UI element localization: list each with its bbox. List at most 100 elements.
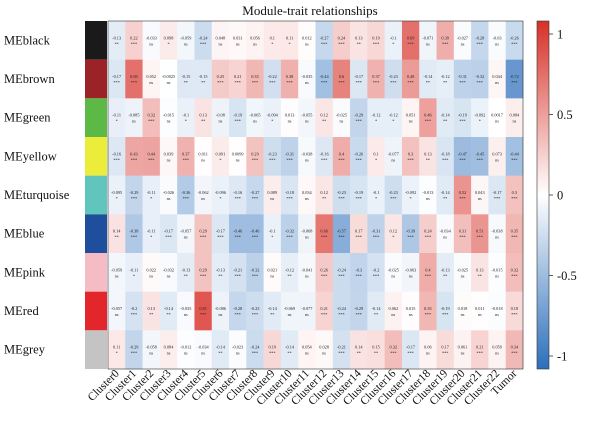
cell-significance: *** — [234, 196, 240, 201]
cell-value: -0.034 — [440, 229, 452, 234]
cell-significance: ns — [426, 196, 430, 201]
cell-MEblack-Cluster20 — [453, 21, 472, 60]
cell-value: 0.1 — [373, 151, 378, 156]
cell-MEgrey-Cluster14 — [350, 330, 368, 370]
cell-value: -0.13 — [181, 267, 190, 272]
cell-MEblue-Cluster7 — [229, 214, 247, 254]
cell-MEbrown-Cluster10 — [280, 59, 299, 99]
row-label-MEblue: MEblue — [4, 227, 45, 241]
cell-MEgreen-Cluster17 — [401, 98, 420, 138]
cell-significance: ns — [115, 273, 119, 278]
cell-MEturquoise-Cluster20 — [453, 175, 472, 215]
cell-MEblue-Cluster15 — [367, 214, 385, 254]
cell-significance: ns — [495, 119, 499, 124]
cell-MEred-Cluster22 — [488, 291, 507, 331]
cell-MEyellow-Cluster20 — [453, 137, 472, 176]
cell-MEturquoise-Cluster5 — [194, 175, 213, 215]
cell-value: -0.17 — [406, 345, 416, 350]
cell-MEpink-Cluster10 — [280, 253, 299, 292]
cell-MEgrey-Cluster17 — [401, 330, 420, 370]
cell-significance: ns — [495, 351, 499, 356]
cell-significance: * — [167, 41, 169, 46]
cell-MEgrey-Cluster0 — [108, 330, 126, 370]
row-label-MEturquoise: MEturquoise — [4, 188, 70, 202]
cell-value: -0.19 — [354, 190, 363, 195]
cell-significance: *** — [442, 157, 448, 162]
cell-significance: *** — [356, 273, 362, 278]
cell-significance: ** — [443, 119, 447, 124]
cell-MEpink-Tumor — [505, 253, 524, 292]
cell-MEgreen-Cluster16 — [384, 98, 403, 138]
cell-MEyellow-Cluster7 — [229, 137, 247, 176]
cell-value: 0.52 — [459, 190, 467, 195]
cell-significance: ns — [184, 235, 188, 240]
cell-significance: ** — [478, 273, 482, 278]
row-swatch-MEblack — [85, 21, 107, 60]
cell-MEblack-Cluster19 — [436, 21, 455, 60]
cell-value: -0.44 — [510, 151, 520, 156]
cell-value: 0.13 — [199, 113, 207, 118]
cell-MEblack-Cluster10 — [280, 21, 299, 60]
cell-value: 0.084 — [164, 345, 175, 350]
cell-significance: *** — [459, 80, 465, 85]
cell-value: -0.26 — [354, 151, 364, 156]
cell-value: -0.29 — [354, 113, 363, 118]
cell-MEyellow-Cluster1 — [125, 137, 143, 176]
cell-MEred-Cluster16 — [384, 291, 403, 331]
cell-significance: *** — [286, 196, 292, 201]
cell-MEred-Cluster20 — [453, 291, 472, 331]
cell-MEblack-Cluster4 — [177, 21, 195, 60]
cell-significance: ns — [495, 312, 499, 317]
cell-MEblack-Cluster15 — [367, 21, 385, 60]
cell-value: -0.086 — [215, 306, 227, 311]
cell-significance: *** — [511, 351, 517, 356]
cell-value: 0.3 — [512, 190, 517, 195]
cell-MEgreen-Cluster6 — [211, 98, 230, 138]
cell-MEblue-Cluster0 — [108, 214, 126, 254]
cell-MEgrey-Cluster18 — [419, 330, 437, 370]
cell-value: -0.16 — [233, 190, 243, 195]
cell-value: 0.073 — [492, 151, 502, 156]
row-label-MEyellow: MEyellow — [4, 149, 57, 163]
cell-significance: *** — [338, 196, 344, 201]
cell-value: 0.35 — [251, 74, 259, 79]
cell-MEgrey-Cluster19 — [436, 330, 455, 370]
cell-value: 0.19 — [372, 35, 380, 40]
cell-significance: *** — [425, 119, 431, 124]
cell-MEred-Cluster11 — [298, 291, 316, 331]
cell-value: 0.06 — [424, 345, 432, 350]
cell-value: -0.012 — [180, 345, 191, 350]
cell-value: 0.29 — [199, 229, 207, 234]
cell-value: 0.29 — [251, 151, 259, 156]
cell-MEblack-Cluster5 — [194, 21, 213, 60]
cell-significance: ns — [167, 273, 171, 278]
cell-MEpink-Cluster16 — [384, 253, 403, 292]
cell-MEturquoise-Cluster15 — [367, 175, 385, 215]
cell-significance: ** — [114, 41, 118, 46]
cell-significance: ns — [391, 273, 395, 278]
cell-significance: ns — [443, 235, 447, 240]
cell-value: 0.24 — [338, 35, 346, 40]
cell-MEpink-Cluster7 — [229, 253, 247, 292]
cell-value: -0.11 — [130, 267, 139, 272]
cell-value: -0.08 — [216, 113, 225, 118]
cell-significance: *** — [269, 351, 275, 356]
cell-MEbrown-Cluster20 — [453, 59, 472, 99]
cell-significance: ** — [426, 157, 430, 162]
cell-value: -0.015 — [163, 113, 174, 118]
cell-MEgrey-Cluster3 — [159, 330, 178, 370]
cell-significance: ** — [374, 351, 378, 356]
cell-value: -0.19 — [441, 306, 450, 311]
cell-value: -0.31 — [458, 74, 467, 79]
cell-MEblue-Cluster1 — [125, 214, 143, 254]
cell-value: 0.039 — [164, 151, 174, 156]
cell-MEgreen-Tumor — [505, 98, 524, 138]
cell-MEpink-Cluster11 — [298, 253, 316, 292]
cell-significance: *** — [390, 351, 396, 356]
cell-MEgreen-Cluster20 — [453, 98, 472, 138]
colorbar — [536, 20, 550, 370]
cell-significance: *** — [338, 80, 344, 85]
cell-MEbrown-Cluster17 — [401, 59, 420, 99]
cell-MEpink-Cluster3 — [159, 253, 178, 292]
cell-significance: * — [392, 41, 394, 46]
